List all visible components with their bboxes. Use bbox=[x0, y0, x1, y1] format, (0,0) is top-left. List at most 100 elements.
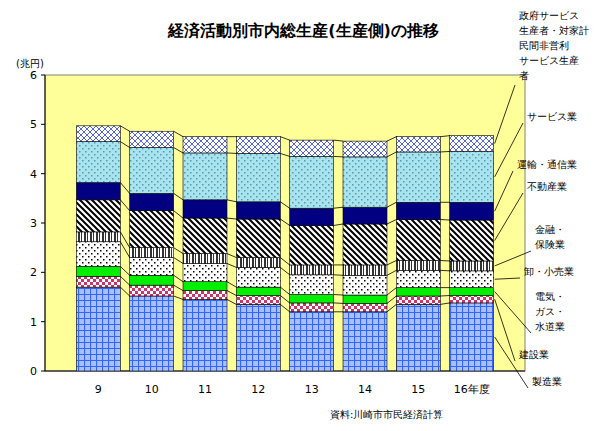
x-tick-label: 9 bbox=[95, 383, 102, 396]
bar-segment bbox=[450, 261, 494, 271]
bar-segment bbox=[396, 296, 440, 304]
bar-segment bbox=[236, 202, 280, 219]
legend-label: 卸・小売業 bbox=[524, 266, 574, 277]
bar-segment bbox=[450, 202, 494, 220]
bar-segment bbox=[290, 275, 334, 295]
connector-line bbox=[120, 276, 129, 285]
connector-line bbox=[387, 137, 396, 141]
connector-line bbox=[387, 288, 396, 295]
connector-line bbox=[227, 299, 236, 304]
legend-label: 製造業 bbox=[532, 376, 562, 387]
bar-segment bbox=[450, 136, 494, 152]
bar-segment bbox=[183, 291, 227, 300]
bar-segment bbox=[130, 148, 174, 194]
x-tick-label: 11 bbox=[198, 383, 212, 396]
connector-line bbox=[440, 303, 449, 304]
bar-segment bbox=[76, 287, 120, 371]
connector-line bbox=[280, 219, 289, 225]
connector-line bbox=[174, 211, 183, 218]
connector-line bbox=[174, 148, 183, 153]
bar-segment bbox=[396, 260, 440, 270]
connector-line bbox=[280, 287, 289, 294]
bar-segment bbox=[76, 242, 120, 267]
connector-line bbox=[440, 287, 449, 288]
bar-segment bbox=[130, 211, 174, 248]
connector-line bbox=[227, 254, 236, 258]
connector-line bbox=[174, 296, 183, 299]
connector-line bbox=[387, 202, 396, 207]
x-tick-label: 16年度 bbox=[454, 383, 490, 396]
legend-label-line: 保険業 bbox=[535, 239, 565, 250]
y-tick bbox=[41, 371, 45, 372]
bar-segment bbox=[130, 275, 174, 285]
bar-segment bbox=[130, 248, 174, 258]
bar-segment bbox=[290, 303, 334, 312]
bar-segment bbox=[450, 296, 494, 303]
connector-line bbox=[334, 224, 343, 225]
y-tick-label: 4 bbox=[30, 168, 37, 181]
connector-line bbox=[120, 183, 129, 194]
connector-line bbox=[440, 270, 449, 271]
connector-line bbox=[227, 200, 236, 202]
bar-segment bbox=[130, 193, 174, 210]
y-tick bbox=[41, 321, 45, 322]
bar-segment bbox=[396, 220, 440, 261]
bar-segment bbox=[290, 295, 334, 303]
connector-line bbox=[387, 296, 396, 303]
connector-line bbox=[174, 131, 183, 136]
connector-line bbox=[334, 274, 343, 275]
leader-line bbox=[495, 299, 515, 361]
connector-line bbox=[387, 260, 396, 264]
connector-line bbox=[174, 258, 183, 264]
bar-segment bbox=[290, 208, 334, 225]
legend-label-line: 不動産業 bbox=[527, 181, 567, 192]
bar-segment bbox=[76, 266, 120, 276]
y-tick-label: 0 bbox=[30, 365, 37, 378]
connector-line bbox=[120, 126, 129, 131]
legend-label-line: 者 bbox=[519, 70, 529, 81]
legend-label: 運輸・通信業 bbox=[517, 159, 577, 170]
bar-segment bbox=[343, 141, 387, 157]
y-tick bbox=[41, 272, 45, 273]
legend-label-line: 政府サービス bbox=[519, 10, 579, 21]
bar-segment bbox=[183, 282, 227, 291]
bar-segment bbox=[343, 303, 387, 311]
connector-line bbox=[334, 302, 343, 303]
bar-segment bbox=[290, 265, 334, 275]
connector-line bbox=[227, 152, 236, 153]
source: 資料:川崎市市民経済計算 bbox=[330, 409, 443, 420]
leader-line bbox=[495, 292, 531, 333]
connector-line bbox=[280, 153, 289, 156]
y-tick bbox=[41, 223, 45, 224]
bar-segment bbox=[130, 296, 174, 371]
connector-line bbox=[440, 260, 449, 261]
bar-segment bbox=[396, 270, 440, 287]
bar-segment bbox=[450, 220, 494, 261]
connector-line bbox=[174, 248, 183, 254]
bar-segment bbox=[76, 232, 120, 242]
bar-segment bbox=[183, 254, 227, 264]
bar-segment bbox=[450, 303, 494, 371]
legend-label-line: 金融・ bbox=[535, 224, 565, 235]
x-tick-label: 14 bbox=[358, 383, 372, 396]
connector-line bbox=[334, 311, 343, 312]
bar-segment bbox=[343, 265, 387, 275]
leader-line bbox=[495, 251, 531, 266]
y-tick-label: 3 bbox=[30, 217, 37, 230]
bar-segment bbox=[183, 200, 227, 218]
connector-line bbox=[440, 219, 449, 220]
leader-line bbox=[495, 193, 523, 241]
bar-segment bbox=[183, 218, 227, 254]
connector-line bbox=[440, 135, 449, 137]
bar-segment bbox=[76, 183, 120, 200]
bar-segment bbox=[236, 137, 280, 154]
bar-segment bbox=[76, 126, 120, 142]
bar-segment bbox=[183, 263, 227, 281]
legend-label: 政府サービス生産者・対家計民間非営利サービス生産者 bbox=[519, 10, 589, 81]
bar-segment bbox=[450, 288, 494, 296]
connector-line bbox=[440, 295, 449, 296]
connector-line bbox=[334, 294, 343, 295]
chart: 経済活動別市内総生産(生産側)の推移0123456(兆円)91011121314… bbox=[0, 0, 607, 431]
x-tick-label: 12 bbox=[251, 383, 265, 396]
bar-segment bbox=[396, 137, 440, 152]
